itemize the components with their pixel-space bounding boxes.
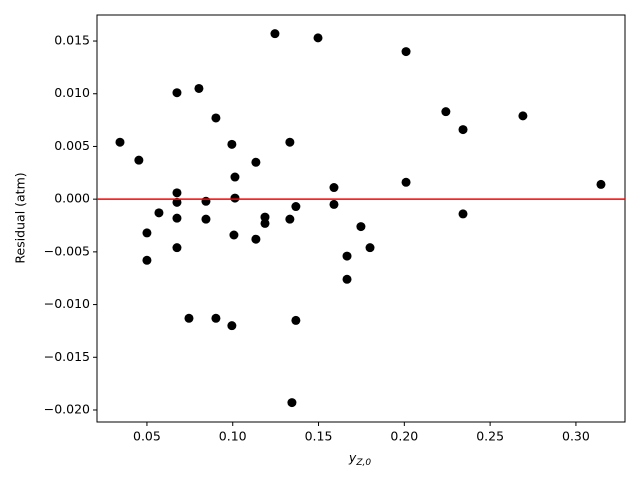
data-point	[230, 193, 240, 203]
x-tick-label: 0.10	[219, 429, 247, 444]
data-point	[251, 234, 261, 244]
data-point	[285, 214, 295, 224]
data-point	[518, 111, 528, 121]
data-point	[154, 208, 164, 218]
data-point	[211, 113, 221, 123]
data-point	[201, 196, 211, 206]
data-point	[251, 157, 261, 167]
data-point	[115, 137, 125, 147]
data-point	[401, 47, 411, 57]
data-point	[342, 251, 352, 261]
data-point	[401, 177, 411, 187]
data-point	[134, 155, 144, 165]
x-tick-label: 0.05	[133, 429, 161, 444]
x-label-subscript: Z,0	[355, 458, 371, 468]
y-tick-label: −0.005	[44, 243, 90, 258]
x-label-base: y	[348, 450, 357, 465]
data-point	[441, 107, 451, 117]
x-tick-label: 0.25	[476, 429, 504, 444]
plot-frame	[96, 14, 626, 423]
y-tick-label: 0.015	[54, 33, 90, 48]
data-point	[211, 313, 221, 323]
data-point	[172, 213, 182, 223]
data-point	[329, 183, 339, 193]
data-point	[291, 315, 301, 325]
y-tick-label: −0.010	[44, 296, 90, 311]
data-point	[596, 179, 606, 189]
x-tick-label: 0.30	[562, 429, 590, 444]
data-point	[285, 137, 295, 147]
data-point	[313, 33, 323, 43]
data-point	[329, 199, 339, 209]
data-point	[194, 83, 204, 93]
y-tick-label: −0.015	[44, 349, 90, 364]
data-point	[342, 274, 352, 284]
data-point	[270, 29, 280, 39]
data-point	[201, 214, 211, 224]
y-tick-label: 0.010	[54, 85, 90, 100]
x-tick-label: 0.20	[390, 429, 418, 444]
data-point	[260, 212, 270, 222]
data-point	[227, 139, 237, 149]
data-point	[230, 172, 240, 182]
data-point	[142, 255, 152, 265]
data-point	[184, 313, 194, 323]
data-point	[458, 209, 468, 219]
data-point	[172, 188, 182, 198]
y-tick-label: 0.000	[54, 191, 90, 206]
data-point	[227, 321, 237, 331]
data-point	[356, 222, 366, 232]
data-point	[260, 218, 270, 228]
y-axis-label: Residual (atm)	[13, 172, 28, 263]
data-point	[365, 243, 375, 253]
x-axis-label: yZ,0	[348, 450, 371, 468]
y-tick-label: 0.005	[54, 138, 90, 153]
data-point	[142, 228, 152, 238]
data-point	[291, 202, 301, 212]
x-tick-label: 0.15	[305, 429, 333, 444]
data-point	[229, 230, 239, 240]
data-point	[172, 197, 182, 207]
data-point	[172, 243, 182, 253]
data-point	[458, 125, 468, 135]
y-tick-label: −0.020	[44, 401, 90, 416]
data-point	[287, 398, 297, 408]
data-point	[172, 88, 182, 98]
